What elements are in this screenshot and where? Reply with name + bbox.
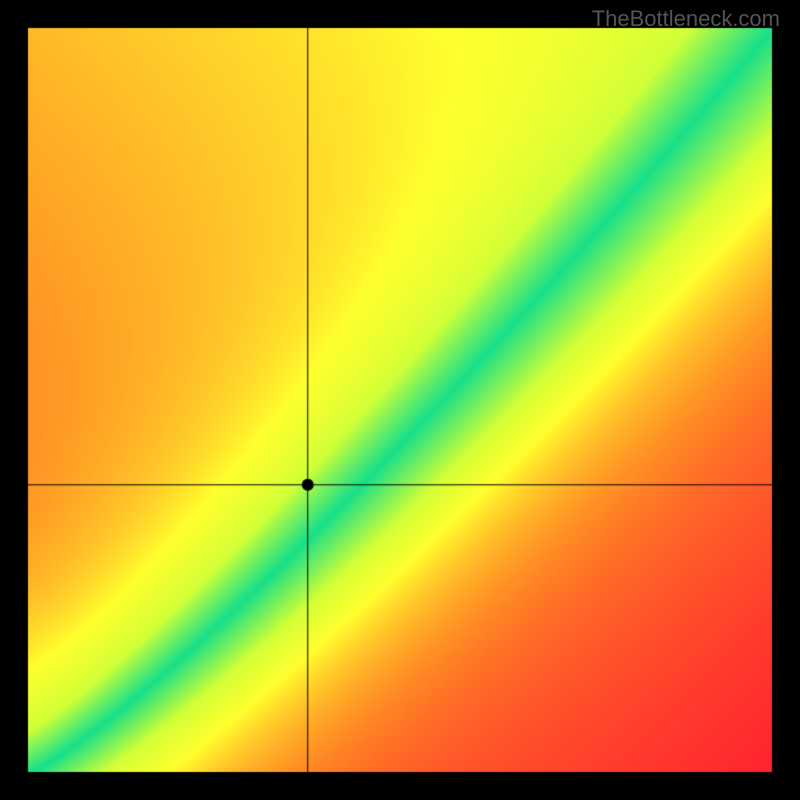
chart-container: TheBottleneck.com xyxy=(0,0,800,800)
heatmap-canvas xyxy=(0,0,800,800)
watermark-text: TheBottleneck.com xyxy=(592,6,780,32)
